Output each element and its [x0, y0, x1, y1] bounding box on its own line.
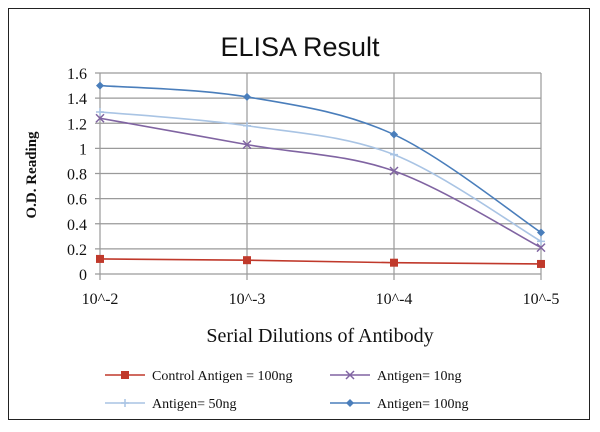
- y-tick-label: 0.6: [67, 192, 87, 209]
- data-point: [96, 107, 104, 116]
- legend-label: Antigen= 50ng: [152, 397, 237, 412]
- data-point: [390, 258, 398, 267]
- data-point: [537, 237, 545, 246]
- data-point: [95, 113, 105, 123]
- series-line: [99, 84, 542, 234]
- legend-label: Control Antigen = 100ng: [152, 369, 293, 384]
- legend-marker: [345, 370, 355, 380]
- data-point: [96, 254, 104, 263]
- data-point: [537, 228, 545, 237]
- legend-marker: [121, 399, 129, 407]
- data-point: [242, 140, 252, 150]
- data-point: [389, 166, 399, 176]
- y-tick-label: 1.6: [67, 66, 87, 83]
- legend-marker: [121, 371, 129, 379]
- data-point: [536, 243, 546, 253]
- legend-label: Antigen= 10ng: [377, 369, 462, 384]
- x-tick-label: 10^-4: [376, 291, 413, 308]
- x-tick-label: 10^-3: [229, 291, 266, 308]
- data-point: [390, 130, 398, 139]
- y-tick-label: 0.4: [67, 217, 87, 234]
- y-tick-label: 1: [79, 141, 87, 158]
- series-line: [99, 111, 542, 243]
- legend-marker: [346, 399, 354, 407]
- y-axis-label: O.D. Reading: [24, 131, 40, 219]
- y-tick-label: 0: [79, 267, 87, 284]
- legend-label: Antigen= 100ng: [377, 397, 469, 412]
- data-point: [390, 150, 398, 159]
- chart-title: ELISA Result: [220, 32, 380, 62]
- chart-frame: [8, 8, 590, 420]
- y-tick-label: 1.4: [67, 91, 87, 108]
- series-line: [99, 117, 542, 249]
- y-tick-label: 1.2: [67, 116, 87, 133]
- x-tick-label: 10^-5: [523, 291, 560, 308]
- data-point: [243, 256, 251, 265]
- data-point: [243, 121, 251, 130]
- series-line: [99, 258, 542, 265]
- x-axis-label: Serial Dilutions of Antibody: [206, 325, 433, 347]
- x-tick-label: 10^-2: [82, 291, 119, 308]
- y-tick-label: 0.8: [67, 167, 87, 184]
- data-point: [243, 92, 251, 101]
- data-point: [96, 81, 104, 90]
- data-point: [537, 259, 545, 268]
- y-tick-label: 0.2: [67, 242, 87, 259]
